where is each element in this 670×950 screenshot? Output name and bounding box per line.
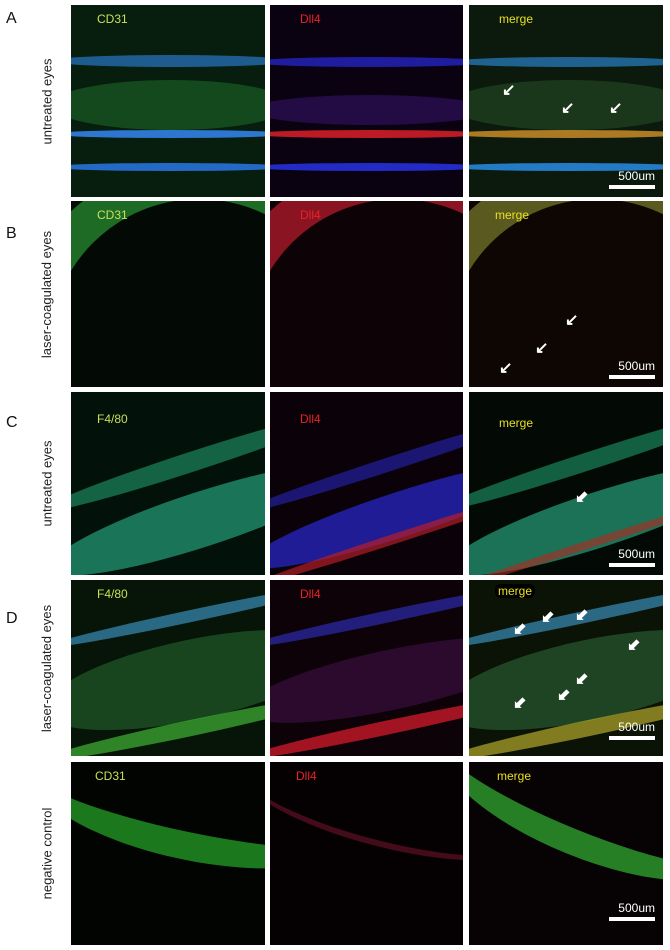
panel-label: Dll4 [300,12,321,26]
panel-label: merge [497,769,532,783]
panel-label: Dll4 [300,587,321,601]
arrow-icon: ⬋ [575,671,589,688]
arrow-icon: ⬋ [541,609,555,626]
arrow-icon: ↙ [565,312,579,329]
row-label-d: laser-coagulated eyes [39,604,55,732]
arrow-icon: ↙ [535,340,549,357]
panel-d-merge: merge ⬋ ⬋ ⬋ ⬋ ⬋ ⬋ ⬋ 500um [469,580,663,756]
panel-neg-merge: merge 500um [469,762,663,945]
arrow-icon: ⬋ [627,637,641,654]
panel-b-cd31: CD31 [71,201,265,387]
panel-label: CD31 [97,12,128,26]
panel-label: Dll4 [300,208,321,222]
row-letter-d: D [6,610,18,627]
panel-a-dll4: Dll4 [270,5,463,197]
panel-label: Dll4 [296,769,317,783]
panel-neg-cd31: CD31 [71,762,265,945]
panel-label: merge [499,416,534,430]
arrow-icon: ⬋ [513,695,527,712]
panel-d-f480: F4/80 [71,580,265,756]
panel-a-cd31: CD31 [71,5,265,197]
row-letter-b: B [6,225,17,242]
panel-label: F4/80 [97,412,128,426]
scale-bar: 500um [609,547,655,567]
arrow-icon: ↙ [609,100,623,117]
arrow-icon: ↙ [561,100,575,117]
arrow-icon: ↙ [502,82,516,99]
row-letter-a: A [6,10,17,27]
panel-d-dll4: Dll4 [270,580,463,756]
arrow-icon: ⬋ [575,489,589,506]
scale-bar: 500um [609,720,655,740]
panel-a-merge: merge ↙ ↙ ↙ 500um [469,5,663,197]
panel-c-f480: F4/80 [71,392,265,575]
panel-neg-dll4: Dll4 [270,762,463,945]
panel-c-dll4: Dll4 [270,392,463,575]
scale-bar: 500um [609,359,655,379]
scale-bar: 500um [609,901,655,921]
panel-label: Dll4 [300,412,321,426]
row-letter-c: C [6,414,18,431]
row-label-negative-control: negative control [39,807,55,900]
panel-label: F4/80 [97,587,128,601]
panel-b-dll4: Dll4 [270,201,463,387]
arrow-icon: ⬋ [557,687,571,704]
arrow-icon: ⬋ [513,621,527,638]
panel-label: CD31 [95,769,126,783]
panel-label: merge [499,12,534,26]
row-label-a: untreated eyes [39,57,55,145]
panel-label: CD31 [97,208,128,222]
panel-label: merge [495,208,530,222]
panel-c-merge: merge ⬋ 500um [469,392,663,575]
row-label-b: laser-coagulated eyes [39,230,55,358]
arrow-icon: ⬋ [575,607,589,624]
panel-label: merge [495,584,536,598]
arrow-icon: ↙ [499,360,513,377]
scale-bar: 500um [609,169,655,189]
panel-b-merge: merge ↙ ↙ ↙ 500um [469,201,663,387]
row-label-c: untreated eyes [39,440,55,527]
